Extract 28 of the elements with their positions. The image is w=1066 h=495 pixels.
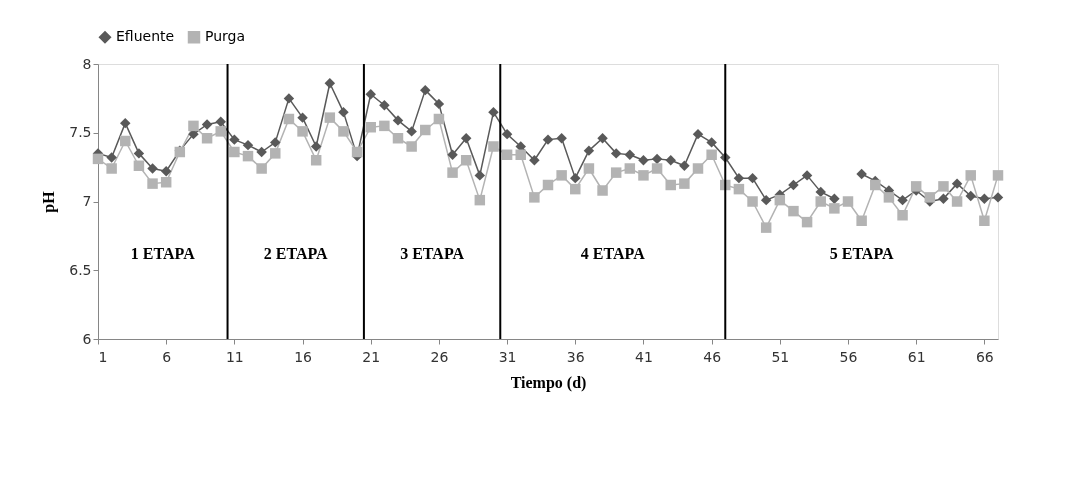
annotation: 3 ETAPA bbox=[400, 245, 465, 262]
annotation: 5 ETAPA bbox=[829, 245, 894, 262]
legend-label: Efluente bbox=[116, 28, 175, 45]
x-tick-label: 41 bbox=[635, 348, 653, 365]
y-axis-title: pH bbox=[40, 190, 59, 213]
x-tick-label: 46 bbox=[703, 348, 722, 365]
x-tick-label: 56 bbox=[839, 348, 858, 365]
x-axis-title: Tiempo (d) bbox=[510, 373, 587, 392]
x-tick-label: 61 bbox=[907, 348, 926, 365]
x-tick-label: 66 bbox=[975, 348, 994, 365]
x-tick-label: 31 bbox=[498, 348, 517, 365]
x-tick-label: 21 bbox=[362, 348, 381, 365]
x-tick-label: 36 bbox=[566, 348, 585, 365]
legend-label: Purga bbox=[205, 28, 246, 45]
x-tick-label: 1 bbox=[98, 348, 108, 365]
y-tick-label: 6.5 bbox=[69, 261, 92, 278]
y-tick-label: 7 bbox=[82, 193, 92, 209]
annotation: 1 ETAPA bbox=[130, 245, 196, 262]
y-tick-label: 7.5 bbox=[69, 124, 92, 141]
x-tick-label: 6 bbox=[162, 348, 172, 365]
y-tick-label: 6 bbox=[82, 330, 92, 347]
x-tick-label: 11 bbox=[225, 348, 244, 365]
annotation: 2 ETAPA bbox=[263, 245, 329, 262]
x-tick-label: 51 bbox=[771, 348, 790, 365]
x-tick-label: 16 bbox=[294, 348, 313, 365]
annotation: 4 ETAPA bbox=[580, 245, 646, 262]
x-tick-label: 26 bbox=[430, 348, 449, 365]
y-tick-label: 8 bbox=[82, 55, 92, 72]
